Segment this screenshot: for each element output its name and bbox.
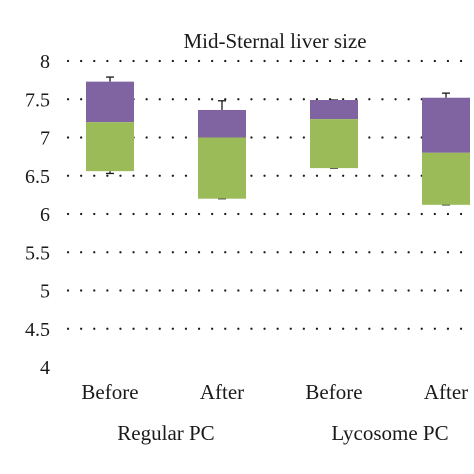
- box-lower: [86, 122, 134, 172]
- y-tick-label: 4: [40, 357, 50, 379]
- y-tick-label: 6.5: [25, 166, 50, 188]
- box-upper: [198, 109, 246, 138]
- y-tick-label: 4.5: [25, 319, 50, 341]
- box-lower: [422, 152, 470, 205]
- group-label: Regular PC: [117, 421, 214, 445]
- y-tick-label: 5.5: [25, 242, 50, 264]
- chart-title: Mid-Sternal liver size: [183, 29, 366, 53]
- box-upper: [310, 100, 358, 120]
- x-axis-labels: Before After Regular PC Before After Lycosome…: [81, 380, 468, 445]
- x-tick-label: Before: [305, 380, 362, 404]
- x-tick-label: After: [200, 380, 244, 404]
- y-tick-label: 5: [40, 281, 50, 303]
- y-tick-label: 7: [40, 128, 50, 150]
- x-tick-label: After: [424, 380, 468, 404]
- box-series: [86, 76, 470, 206]
- y-tick-label: 7.5: [25, 89, 50, 111]
- box-upper: [422, 97, 470, 153]
- y-tick-label: 6: [40, 204, 50, 226]
- y-tick-label: 8: [40, 51, 50, 73]
- box-lower: [198, 137, 246, 199]
- y-axis-ticks: 4 4.5 5 5.5 6 6.5 7 7.5 8: [25, 51, 50, 379]
- group-label: Lycosome PC: [331, 421, 448, 445]
- box-lower: [310, 119, 358, 169]
- box-upper: [86, 81, 134, 123]
- x-tick-label: Before: [81, 380, 138, 404]
